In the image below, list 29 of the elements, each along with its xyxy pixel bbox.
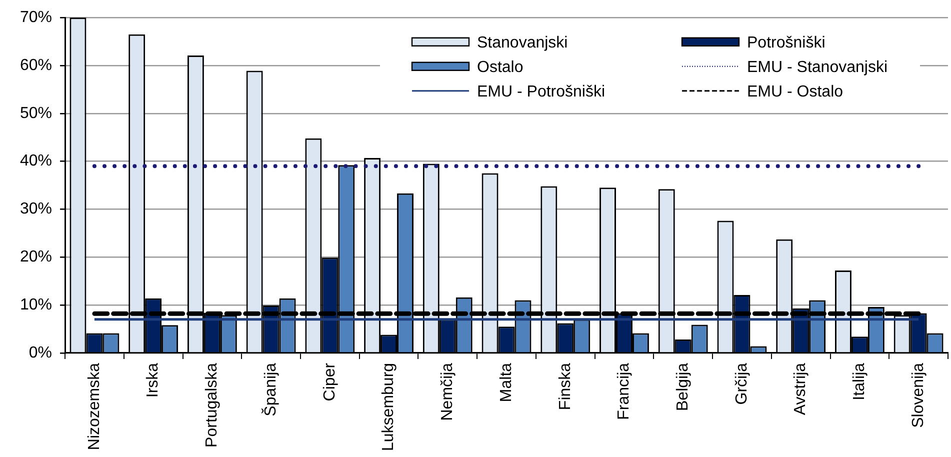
x-tick-label: Slovenija — [910, 362, 927, 428]
legend-label: Ostalo — [477, 58, 524, 76]
x-tick-label: Španija — [261, 362, 280, 416]
y-tick-label: 70% — [20, 9, 52, 26]
legend-label: Stanovanjski — [477, 34, 568, 52]
legend-label: EMU - Ostalo — [747, 83, 844, 100]
y-tick-label: 50% — [20, 104, 52, 122]
y-tick-label: 30% — [20, 200, 52, 218]
x-tick-label: Finska — [556, 362, 574, 410]
legend-label: Potrošniški — [747, 34, 826, 52]
x-tick-label: Ciper — [321, 362, 338, 402]
legend-label: EMU - Stanovanjski — [747, 58, 888, 76]
x-tick-label: Nemčija — [439, 362, 456, 421]
x-tick-label: Francija — [616, 362, 633, 420]
legend-label: EMU - Potrošniški — [477, 83, 606, 100]
y-tick-label: 20% — [20, 248, 52, 266]
y-tick-label: 0% — [28, 344, 52, 362]
x-tick-label: Luksemburg — [380, 362, 398, 451]
x-tick-label: Italija — [851, 362, 868, 400]
x-tick-label: Avstrija — [792, 362, 810, 416]
y-tick-label: 10% — [20, 296, 52, 314]
y-tick-label: 60% — [20, 56, 52, 74]
x-tick-label: Irska — [144, 362, 162, 398]
x-tick-label: Nizozemska — [86, 362, 103, 450]
y-tick-label: 40% — [20, 152, 52, 170]
x-tick-label: Belgija — [674, 362, 692, 411]
x-tick-label: Malta — [498, 362, 515, 402]
x-tick-label: Portugalska — [204, 362, 221, 448]
x-tick-label: Grčija — [733, 362, 750, 405]
